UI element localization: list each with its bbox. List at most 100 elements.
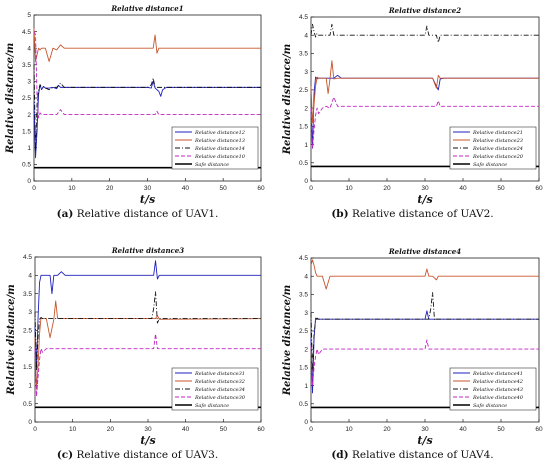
x-axis-label: t/s <box>140 434 155 447</box>
y-tick-label: 2 <box>27 112 31 119</box>
chart-title: Relative distance1 <box>110 4 183 13</box>
x-tick-label: 50 <box>220 426 228 433</box>
chart-panel-2: 0 10 20 30 40 50 60 0 0.5 1 1.5 2 2.5 3 3.5 4 4.5 Relativ… <box>282 6 543 206</box>
x-tick-label: 30 <box>421 426 429 433</box>
legend-entry: Relative distance30 <box>194 395 246 401</box>
y-tick-label: 0 <box>304 178 308 185</box>
y-tick-label: 1.5 <box>23 364 32 371</box>
legend-entry: Relative distance42 <box>472 379 523 385</box>
y-tick-label: 0 <box>304 419 308 426</box>
y-tick-label: 4.5 <box>299 14 308 21</box>
x-tick-label: 0 <box>32 185 36 192</box>
series-line-3 <box>310 292 539 372</box>
legend-entry: Safe distance <box>195 162 229 168</box>
x-tick-label: 20 <box>383 426 391 433</box>
legend: Relative distance31 Relative distance32 Re… <box>171 367 259 411</box>
y-tick-label: 0.5 <box>22 162 31 169</box>
series-line-4 <box>33 31 261 119</box>
y-tick-label: 1 <box>304 383 308 390</box>
x-axis-label: t/s <box>140 193 155 206</box>
legend-entry: Relative distance12 <box>194 130 245 136</box>
x-tick-label: 30 <box>421 185 429 192</box>
y-axis-label: Relative distance/m <box>282 285 293 397</box>
x-tick-label: 50 <box>220 185 228 192</box>
y-tick-label: 1.5 <box>22 128 31 135</box>
legend-entry: Relative distance20 <box>472 154 524 160</box>
series-line-3 <box>33 64 261 152</box>
y-tick-label: 3 <box>27 79 31 86</box>
y-tick-label: 3 <box>304 310 308 317</box>
chart-panel-3: 0 10 20 30 40 50 60 0 0.5 1 1.5 2 2.5 3 3.5 4 4.5 Relativ… <box>6 246 265 447</box>
legend-entry: Relative distance14 <box>194 146 245 152</box>
x-tick-label: 0 <box>309 426 313 433</box>
y-axis-label: Relative distance/m <box>6 284 17 396</box>
caption-b: (b) Relative distance of UAV2. <box>331 208 494 220</box>
caption-c: (c) Relative distance of UAV3. <box>56 449 219 461</box>
series-line-3 <box>310 23 539 43</box>
x-tick-label: 60 <box>535 426 543 433</box>
x-axis-label: t/s <box>417 434 432 447</box>
y-tick-label: 3 <box>304 69 308 76</box>
x-tick-label: 40 <box>459 185 467 192</box>
series-line-1 <box>33 80 261 159</box>
y-tick-label: 1 <box>304 142 308 149</box>
y-tick-label: 2.5 <box>299 87 308 94</box>
series-line-2 <box>34 300 262 390</box>
y-tick-label: 1.5 <box>299 365 308 372</box>
legend-entry: Relative distance10 <box>194 154 246 160</box>
legend-entry: Relative distance23 <box>472 138 523 144</box>
legend-entry: Safe distance <box>473 162 507 168</box>
legend-entry: Safe distance <box>473 403 507 409</box>
legend-entry: Relative distance13 <box>194 138 245 144</box>
y-tick-label: 4 <box>304 32 308 39</box>
legend-entry: Relative distance21 <box>472 130 523 136</box>
series-line-4 <box>310 96 539 149</box>
x-tick-label: 40 <box>182 426 190 433</box>
legend-entry: Relative distance34 <box>194 387 245 393</box>
legend-entry: Relative distance43 <box>472 387 523 393</box>
chart-panel-1: 0 10 20 30 40 50 60 0 0.5 1 1.5 2 2.5 3 3.5 4 4.5 5 Relati… <box>5 4 265 206</box>
x-tick-label: 10 <box>345 426 353 433</box>
y-tick-label: 2.5 <box>299 328 308 335</box>
y-tick-label: 1 <box>28 383 32 390</box>
x-tick-label: 60 <box>257 426 265 433</box>
legend-entry: Relative distance24 <box>472 146 523 152</box>
x-tick-label: 0 <box>309 185 313 192</box>
y-tick-label: 3.5 <box>23 291 32 298</box>
chart-title: Relative distance2 <box>388 6 461 15</box>
x-tick-label: 10 <box>345 185 353 192</box>
y-tick-label: 4 <box>304 273 308 280</box>
x-tick-label: 50 <box>497 185 505 192</box>
x-tick-label: 20 <box>383 185 391 192</box>
series-line-3 <box>34 291 261 372</box>
y-tick-label: 4.5 <box>23 254 32 261</box>
legend-entry: Relative distance31 <box>194 371 245 377</box>
legend-entry: Safe distance <box>195 403 229 409</box>
x-tick-label: 20 <box>106 185 114 192</box>
x-tick-label: 30 <box>144 185 152 192</box>
y-tick-label: 2 <box>304 105 308 112</box>
y-tick-label: 3.5 <box>299 51 308 58</box>
x-tick-label: 30 <box>144 426 152 433</box>
x-tick-label: 50 <box>497 426 505 433</box>
y-tick-label: 0.5 <box>23 401 32 408</box>
series-line-4 <box>310 339 539 387</box>
y-axis-label: Relative distance/m <box>282 44 293 156</box>
series-line-1 <box>34 260 261 368</box>
y-tick-label: 4 <box>28 273 32 280</box>
legend-entry: Relative distance41 <box>472 371 523 377</box>
y-tick-label: 0.5 <box>299 401 308 408</box>
series-line-2 <box>310 259 539 290</box>
legend: Relative distance41 Relative distance42 Re… <box>449 367 537 411</box>
series-line-2 <box>310 60 539 124</box>
legend: Relative distance12 Relative distance13 Re… <box>171 126 259 170</box>
x-tick-label: 0 <box>33 426 37 433</box>
x-tick-label: 60 <box>535 185 543 192</box>
chart-title: Relative distance4 <box>388 247 461 256</box>
series-line-1 <box>310 74 539 149</box>
y-tick-label: 5 <box>27 12 31 19</box>
x-tick-label: 10 <box>68 185 76 192</box>
y-tick-label: 0 <box>27 178 31 185</box>
y-tick-label: 3.5 <box>299 292 308 299</box>
x-tick-label: 10 <box>69 426 77 433</box>
